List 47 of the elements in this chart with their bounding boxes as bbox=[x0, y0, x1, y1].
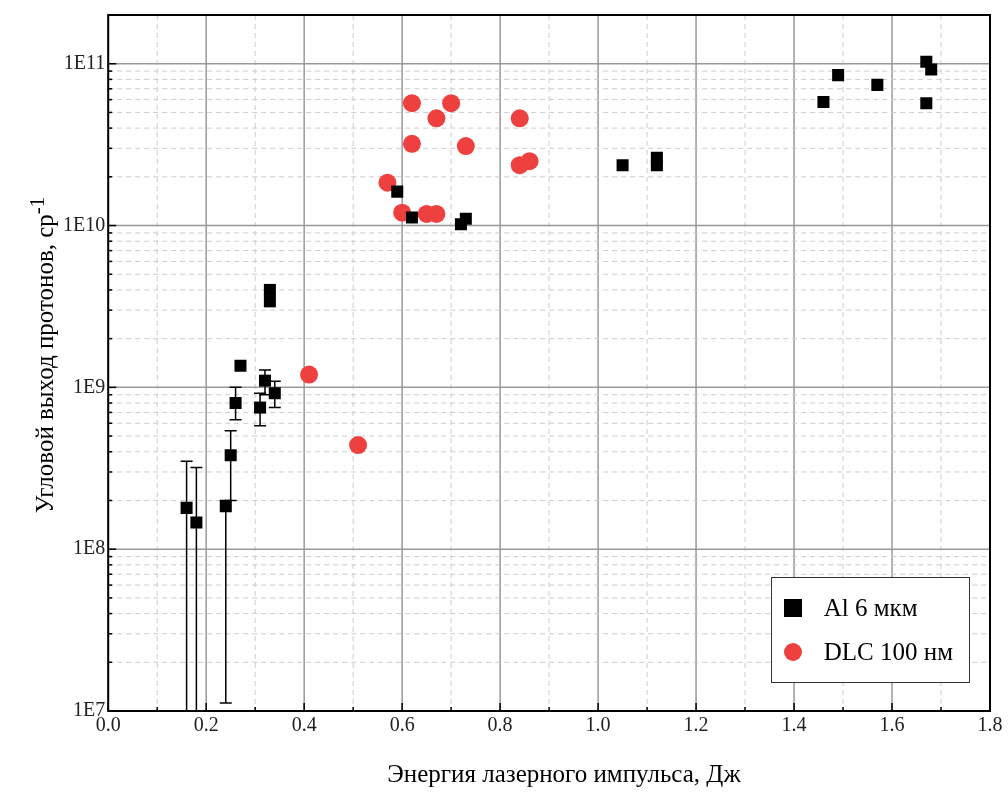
x-tick-label: 0.4 bbox=[291, 713, 317, 736]
point bbox=[254, 401, 267, 414]
point bbox=[520, 152, 539, 171]
point bbox=[378, 173, 397, 192]
point bbox=[190, 516, 203, 529]
point bbox=[405, 211, 418, 224]
x-axis-title: Энергия лазерного импульса, Дж bbox=[387, 760, 741, 788]
point bbox=[427, 109, 446, 128]
point bbox=[616, 159, 629, 172]
point bbox=[925, 63, 938, 76]
point bbox=[219, 500, 232, 513]
x-tick-label: 0.8 bbox=[487, 713, 513, 736]
point bbox=[224, 449, 237, 462]
point bbox=[391, 185, 404, 198]
y-tick-label: 1E11 bbox=[63, 50, 106, 73]
legend-label: Al 6 мкм bbox=[823, 594, 918, 622]
point bbox=[459, 212, 472, 225]
point bbox=[402, 134, 421, 153]
point bbox=[402, 94, 421, 113]
x-tick-label: 1.6 bbox=[879, 713, 905, 736]
legend-label: DLC 100 нм bbox=[823, 638, 953, 666]
point bbox=[349, 436, 368, 455]
x-tick-label: 0.6 bbox=[389, 713, 415, 736]
point bbox=[300, 365, 319, 384]
x-tick-label: 1.2 bbox=[683, 713, 709, 736]
point bbox=[258, 374, 271, 387]
y-tick-label: 1E9 bbox=[73, 374, 106, 397]
point bbox=[268, 387, 281, 400]
x-tick-label: 1.0 bbox=[585, 713, 611, 736]
point bbox=[229, 397, 242, 410]
point bbox=[871, 78, 884, 91]
x-tick-label: 1.4 bbox=[781, 713, 807, 736]
point bbox=[180, 501, 193, 514]
y-tick-label: 1E10 bbox=[63, 212, 106, 235]
point bbox=[234, 359, 247, 372]
x-tick-label: 1.8 bbox=[977, 713, 1003, 736]
point bbox=[263, 295, 276, 308]
point bbox=[832, 69, 845, 82]
point bbox=[263, 283, 276, 296]
point bbox=[920, 97, 933, 110]
point bbox=[817, 95, 830, 109]
y-tick-label: 1E8 bbox=[73, 536, 106, 559]
point bbox=[510, 109, 529, 128]
point bbox=[456, 137, 475, 156]
point bbox=[442, 94, 461, 113]
x-tick-label: 0.2 bbox=[193, 713, 219, 736]
point bbox=[650, 151, 663, 164]
